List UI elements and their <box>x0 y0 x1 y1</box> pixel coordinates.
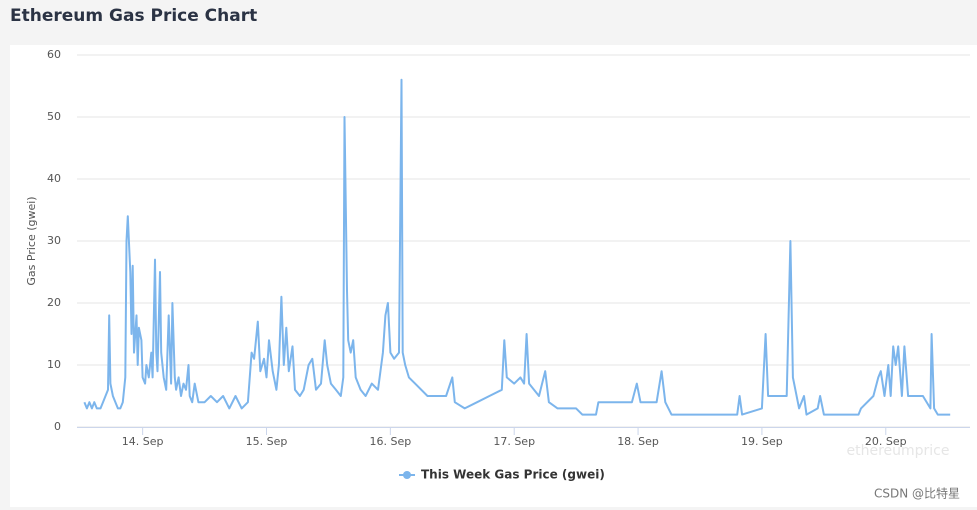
y-axis-title: Gas Price (gwei) <box>25 196 38 285</box>
y-tick-label: 60 <box>47 48 61 61</box>
line-series <box>83 78 951 416</box>
legend-label: This Week Gas Price (gwei) <box>421 468 605 482</box>
x-tick-label: 20. Sep <box>865 435 907 448</box>
y-tick-label: 50 <box>47 110 61 123</box>
legend-marker <box>403 471 411 479</box>
watermark: CSDN @比特星 <box>874 486 960 501</box>
x-tick-label: 15. Sep <box>246 435 288 448</box>
y-tick-label: 30 <box>47 234 61 247</box>
x-tick-label: 17. Sep <box>493 435 535 448</box>
x-tick-label: 16. Sep <box>369 435 411 448</box>
y-tick-label: 20 <box>47 296 61 309</box>
x-tick-label: 14. Sep <box>122 435 164 448</box>
x-tick-label: 18. Sep <box>617 435 659 448</box>
y-tick-label: 10 <box>47 358 61 371</box>
y-tick-label: 0 <box>54 420 61 433</box>
chart-card <box>10 45 977 507</box>
watermark: ethereumprice <box>846 443 949 459</box>
y-tick-label: 40 <box>47 172 61 185</box>
x-tick-label: 19. Sep <box>741 435 783 448</box>
chart-title: Ethereum Gas Price Chart <box>10 6 257 26</box>
